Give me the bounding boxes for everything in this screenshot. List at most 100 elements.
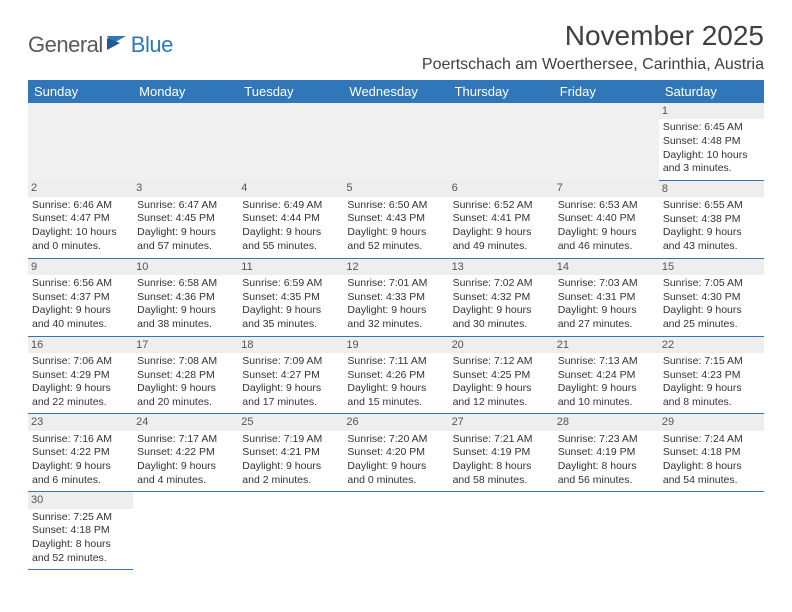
cell-line: Daylight: 9 hours bbox=[558, 226, 655, 240]
weekday-header: Friday bbox=[554, 80, 659, 103]
calendar-cell bbox=[554, 103, 659, 180]
cell-line: Sunrise: 7:03 AM bbox=[558, 277, 655, 291]
cell-line: and 58 minutes. bbox=[453, 474, 550, 488]
calendar-cell: 22Sunrise: 7:15 AMSunset: 4:23 PMDayligh… bbox=[659, 336, 764, 414]
cell-line: Daylight: 9 hours bbox=[32, 304, 129, 318]
cell-line: and 43 minutes. bbox=[663, 240, 760, 254]
cell-line: Sunset: 4:22 PM bbox=[137, 446, 234, 460]
calendar-cell: 17Sunrise: 7:08 AMSunset: 4:28 PMDayligh… bbox=[133, 336, 238, 414]
calendar-cell: 4Sunrise: 6:49 AMSunset: 4:44 PMDaylight… bbox=[238, 180, 343, 258]
cell-line: Sunset: 4:33 PM bbox=[347, 291, 444, 305]
day-number: 11 bbox=[238, 259, 343, 275]
calendar-cell: 15Sunrise: 7:05 AMSunset: 4:30 PMDayligh… bbox=[659, 258, 764, 336]
logo-text-blue: Blue bbox=[131, 32, 173, 58]
location: Poertschach am Woerthersee, Carinthia, A… bbox=[422, 56, 764, 74]
cell-line: and 3 minutes. bbox=[663, 162, 760, 176]
cell-line: and 55 minutes. bbox=[242, 240, 339, 254]
calendar-cell: 8Sunrise: 6:55 AMSunset: 4:38 PMDaylight… bbox=[659, 180, 764, 258]
calendar-cell: 11Sunrise: 6:59 AMSunset: 4:35 PMDayligh… bbox=[238, 258, 343, 336]
cell-line: Sunrise: 7:16 AM bbox=[32, 433, 129, 447]
cell-line: Sunset: 4:41 PM bbox=[453, 212, 550, 226]
day-number: 27 bbox=[449, 414, 554, 430]
cell-line: Sunrise: 7:12 AM bbox=[453, 355, 550, 369]
day-number: 10 bbox=[133, 259, 238, 275]
day-number: 16 bbox=[28, 337, 133, 353]
cell-line: Daylight: 9 hours bbox=[137, 304, 234, 318]
cell-line: Daylight: 9 hours bbox=[137, 382, 234, 396]
day-number: 28 bbox=[554, 414, 659, 430]
cell-line: Sunset: 4:44 PM bbox=[242, 212, 339, 226]
cell-line: Daylight: 9 hours bbox=[663, 226, 760, 240]
calendar-table: SundayMondayTuesdayWednesdayThursdayFrid… bbox=[28, 80, 764, 570]
cell-line: Daylight: 8 hours bbox=[453, 460, 550, 474]
day-number: 12 bbox=[343, 259, 448, 275]
cell-line: Sunrise: 6:46 AM bbox=[32, 199, 129, 213]
day-number: 29 bbox=[659, 414, 764, 430]
calendar-cell: 5Sunrise: 6:50 AMSunset: 4:43 PMDaylight… bbox=[343, 180, 448, 258]
cell-line: Sunrise: 6:50 AM bbox=[347, 199, 444, 213]
cell-line: Sunrise: 7:08 AM bbox=[137, 355, 234, 369]
cell-line: Sunset: 4:47 PM bbox=[32, 212, 129, 226]
cell-line: and 40 minutes. bbox=[32, 318, 129, 332]
cell-line: and 0 minutes. bbox=[347, 474, 444, 488]
cell-line: Daylight: 10 hours bbox=[32, 226, 129, 240]
day-number: 5 bbox=[343, 180, 448, 196]
cell-line: Sunrise: 7:09 AM bbox=[242, 355, 339, 369]
day-number: 14 bbox=[554, 259, 659, 275]
calendar-cell: 30Sunrise: 7:25 AMSunset: 4:18 PMDayligh… bbox=[28, 492, 133, 570]
calendar-week-row: 9Sunrise: 6:56 AMSunset: 4:37 PMDaylight… bbox=[28, 258, 764, 336]
calendar-cell: 23Sunrise: 7:16 AMSunset: 4:22 PMDayligh… bbox=[28, 414, 133, 492]
cell-line: Sunset: 4:19 PM bbox=[453, 446, 550, 460]
title-block: November 2025 Poertschach am Woerthersee… bbox=[422, 20, 764, 74]
cell-line: Sunrise: 7:25 AM bbox=[32, 511, 129, 525]
day-number: 13 bbox=[449, 259, 554, 275]
cell-line: Sunrise: 7:23 AM bbox=[558, 433, 655, 447]
weekday-header: Thursday bbox=[449, 80, 554, 103]
cell-line: Daylight: 9 hours bbox=[347, 460, 444, 474]
cell-line: and 10 minutes. bbox=[558, 396, 655, 410]
calendar-cell: 19Sunrise: 7:11 AMSunset: 4:26 PMDayligh… bbox=[343, 336, 448, 414]
cell-line: Sunset: 4:24 PM bbox=[558, 369, 655, 383]
cell-line: Sunset: 4:28 PM bbox=[137, 369, 234, 383]
calendar-cell bbox=[133, 492, 238, 570]
cell-line: Sunrise: 7:05 AM bbox=[663, 277, 760, 291]
cell-line: and 22 minutes. bbox=[32, 396, 129, 410]
calendar-week-row: 16Sunrise: 7:06 AMSunset: 4:29 PMDayligh… bbox=[28, 336, 764, 414]
cell-line: and 15 minutes. bbox=[347, 396, 444, 410]
cell-line: Sunrise: 6:47 AM bbox=[137, 199, 234, 213]
cell-line: and 54 minutes. bbox=[663, 474, 760, 488]
cell-line: and 2 minutes. bbox=[242, 474, 339, 488]
cell-line: Sunset: 4:30 PM bbox=[663, 291, 760, 305]
calendar-cell bbox=[343, 492, 448, 570]
cell-line: and 49 minutes. bbox=[453, 240, 550, 254]
cell-line: Sunrise: 6:56 AM bbox=[32, 277, 129, 291]
cell-line: and 32 minutes. bbox=[347, 318, 444, 332]
weekday-header: Sunday bbox=[28, 80, 133, 103]
cell-line: and 20 minutes. bbox=[137, 396, 234, 410]
calendar-week-row: 30Sunrise: 7:25 AMSunset: 4:18 PMDayligh… bbox=[28, 492, 764, 570]
cell-line: and 17 minutes. bbox=[242, 396, 339, 410]
day-number: 1 bbox=[659, 103, 764, 119]
cell-line: and 6 minutes. bbox=[32, 474, 129, 488]
month-title: November 2025 bbox=[422, 20, 764, 52]
cell-line: Sunset: 4:35 PM bbox=[242, 291, 339, 305]
cell-line: Sunset: 4:36 PM bbox=[137, 291, 234, 305]
day-number: 20 bbox=[449, 337, 554, 353]
cell-line: Daylight: 9 hours bbox=[663, 304, 760, 318]
calendar-cell: 7Sunrise: 6:53 AMSunset: 4:40 PMDaylight… bbox=[554, 180, 659, 258]
cell-line: Sunset: 4:29 PM bbox=[32, 369, 129, 383]
cell-line: Daylight: 8 hours bbox=[558, 460, 655, 474]
calendar-cell: 20Sunrise: 7:12 AMSunset: 4:25 PMDayligh… bbox=[449, 336, 554, 414]
calendar-cell: 14Sunrise: 7:03 AMSunset: 4:31 PMDayligh… bbox=[554, 258, 659, 336]
calendar-cell bbox=[659, 492, 764, 570]
cell-line: Daylight: 9 hours bbox=[137, 226, 234, 240]
calendar-week-row: 23Sunrise: 7:16 AMSunset: 4:22 PMDayligh… bbox=[28, 414, 764, 492]
cell-line: and 25 minutes. bbox=[663, 318, 760, 332]
cell-line: Daylight: 9 hours bbox=[347, 304, 444, 318]
day-number: 9 bbox=[28, 259, 133, 275]
cell-line: Sunset: 4:23 PM bbox=[663, 369, 760, 383]
cell-line: and 46 minutes. bbox=[558, 240, 655, 254]
cell-line: Sunrise: 7:13 AM bbox=[558, 355, 655, 369]
cell-line: Sunrise: 6:45 AM bbox=[663, 121, 760, 135]
cell-line: Sunrise: 6:49 AM bbox=[242, 199, 339, 213]
